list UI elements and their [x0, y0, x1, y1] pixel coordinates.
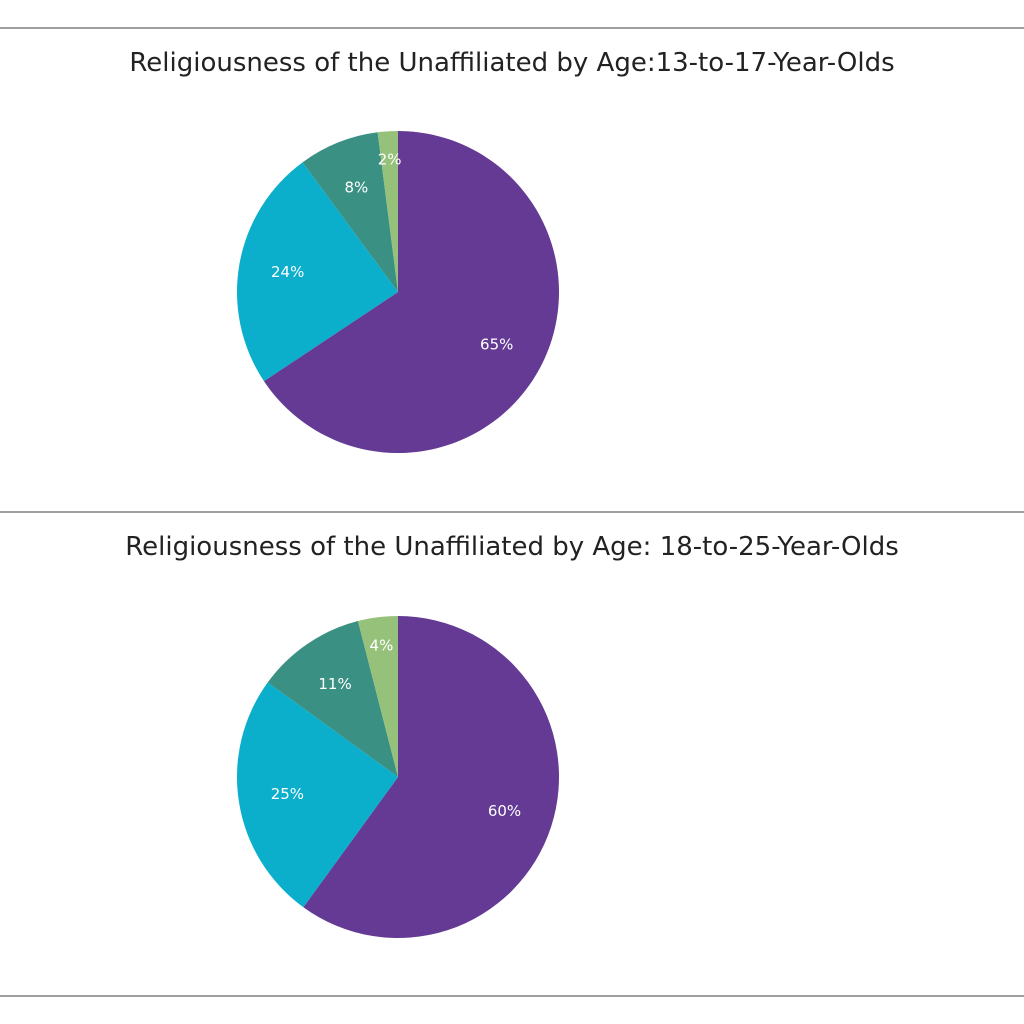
- slice-label-1: 24%: [271, 263, 304, 281]
- pie-slice-1: [237, 682, 398, 908]
- slice-label-1: 25%: [271, 785, 304, 803]
- pie-slice-2: [267, 621, 398, 777]
- slice-label-3: 2%: [378, 151, 402, 169]
- pie-chart-13-17: 65% 24% 8% 2%: [237, 131, 559, 454]
- pie-chart-18-25: 60% 25% 11% 4%: [237, 616, 559, 938]
- pie-slice-0: [303, 616, 559, 938]
- slice-label-0: 65%: [480, 335, 513, 353]
- bottom-divider: [0, 995, 1024, 997]
- middle-divider: [0, 511, 1024, 513]
- slice-label-2: 11%: [318, 675, 351, 693]
- slice-label-0: 60%: [488, 802, 521, 820]
- pie-slice-2: [302, 132, 398, 292]
- chart-panel-13-17: Religiousness of the Unaffiliated by Age…: [129, 48, 895, 454]
- pie-slice-3: [357, 616, 398, 777]
- pie-slice-1: [237, 162, 398, 382]
- slice-label-2: 8%: [344, 179, 368, 197]
- pie-slice-0: [263, 131, 559, 454]
- chart-title: Religiousness of the Unaffiliated by Age…: [129, 48, 895, 78]
- pie-slice-3: [377, 131, 398, 292]
- chart-title: Religiousness of the Unaffiliated by Age…: [125, 532, 899, 562]
- slice-label-3: 4%: [370, 637, 394, 655]
- top-divider: [0, 27, 1024, 29]
